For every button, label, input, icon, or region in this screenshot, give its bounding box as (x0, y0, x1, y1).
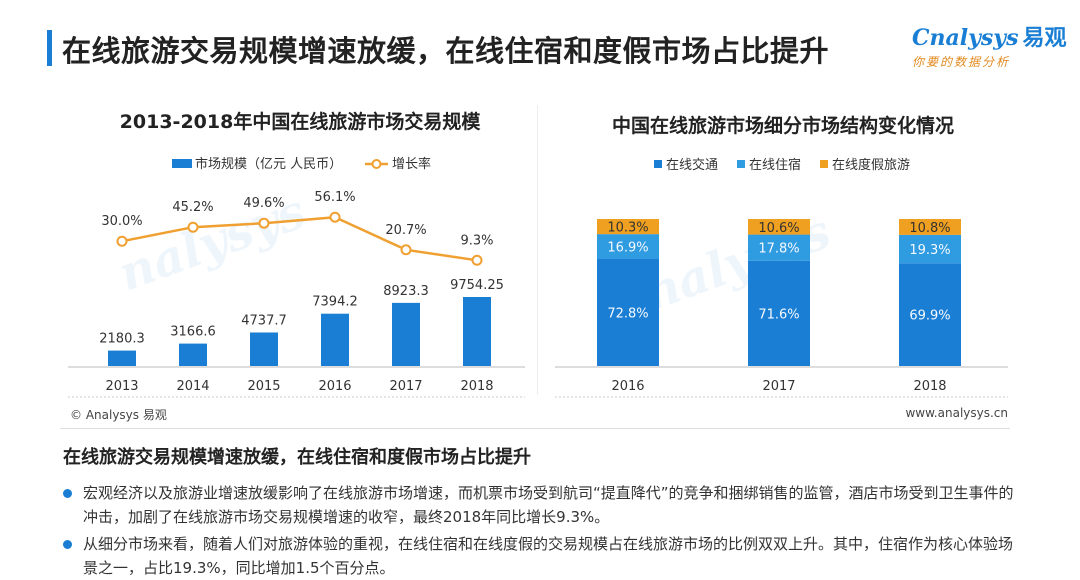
legend-label-1: 在线住宿 (749, 157, 801, 173)
segment-label-2016-0: 72.8% (607, 306, 648, 321)
segment-label-2018-2: 10.8% (909, 221, 950, 236)
segment-label-2017-1: 17.8% (758, 242, 799, 257)
page-title: 在线旅游交易规模增速放缓，在线住宿和度假市场占比提升 (62, 34, 830, 68)
bar-value-label-2018: 9754.25 (450, 278, 504, 293)
segment-label-2018-0: 69.9% (909, 309, 950, 324)
segment-2017-2 (748, 219, 810, 235)
chart1-title: 2013-2018年中国在线旅游市场交易规模 (119, 111, 481, 133)
bar-2014 (179, 343, 207, 366)
segment-2016-1 (597, 234, 659, 259)
legend-bar-swatch (172, 159, 192, 168)
rate-label-2018: 9.3% (460, 233, 493, 248)
segment-2018-1 (899, 234, 961, 264)
x-tick-2017: 2017 (389, 379, 422, 394)
rate-point-2018 (471, 254, 483, 266)
legend-label-2: 在线度假旅游 (832, 157, 910, 173)
bar-value-label-2013: 2180.3 (99, 332, 145, 347)
segment-2018-0 (899, 263, 961, 366)
legend-swatch-1 (737, 160, 745, 168)
brand-logo: Cnalysys 易观 你要的数据分析 (912, 20, 1066, 70)
rate-point-2016 (329, 211, 341, 223)
segment-label-2016-1: 16.9% (607, 241, 648, 256)
bar-2018 (463, 297, 491, 366)
rate-label-2013: 30.0% (101, 214, 142, 229)
bar-value-label-2017: 8923.3 (383, 284, 429, 299)
copyright: © Analysys 易观 (70, 408, 167, 422)
x-tick-2017: 2017 (762, 379, 795, 394)
segment-2018-2 (899, 219, 961, 235)
bar-value-label-2015: 4737.7 (241, 313, 287, 328)
rate-label-2014: 45.2% (172, 200, 213, 215)
logo-cn: 易观 (1022, 26, 1067, 51)
rate-label-2017: 20.7% (385, 223, 426, 238)
rate-label-2015: 49.6% (243, 196, 284, 211)
segment-label-2017-2: 10.6% (758, 221, 799, 236)
segment-label-2017-0: 71.6% (758, 307, 799, 322)
legend-line-label: 增长率 (392, 156, 431, 172)
x-tick-2014: 2014 (176, 379, 209, 394)
rate-label-2016: 56.1% (314, 190, 355, 205)
summary-bullet-1: 宏观经济以及旅游业增速放缓影响了在线旅游市场增速，而机票市场受到航司“提直降代”… (63, 481, 1023, 529)
summary-title: 在线旅游交易规模增速放缓，在线住宿和度假市场占比提升 (63, 447, 531, 468)
legend-line-marker (371, 159, 382, 169)
segment-2016-2 (597, 219, 659, 235)
chart-divider (537, 105, 538, 395)
bar-2016 (321, 313, 349, 366)
segment-2017-0 (748, 260, 810, 366)
logo-slogan: 你要的数据分析 (912, 55, 1011, 69)
bar-2015 (250, 332, 278, 366)
bar-value-label-2014: 3166.6 (170, 325, 216, 340)
rate-point-2015 (258, 217, 270, 229)
website-link[interactable]: www.analysys.cn (905, 406, 1008, 420)
logo-c-glyph: C (912, 25, 930, 51)
legend-swatch-2 (820, 160, 828, 168)
legend-label-0: 在线交通 (666, 157, 718, 173)
growth-rate-line (121, 215, 478, 262)
separator (60, 428, 1010, 429)
bar-value-label-2016: 7394.2 (312, 295, 358, 310)
legend-bar-label: 市场规模（亿元 人民币） (195, 156, 342, 172)
x-tick-2018: 2018 (460, 379, 493, 394)
segment-label-2018-1: 19.3% (909, 243, 950, 258)
segment-2017-1 (748, 234, 810, 261)
x-tick-2018: 2018 (913, 379, 946, 394)
bar-2017 (392, 302, 420, 366)
x-tick-2013: 2013 (105, 379, 138, 394)
legend-swatch-0 (654, 160, 662, 168)
bar-2013 (108, 350, 136, 366)
segment-label-2016-2: 10.3% (607, 221, 648, 236)
segment-2016-0 (597, 258, 659, 366)
summary-bullet-2: 从细分市场来看，随着人们对旅游体验的重视，在线住宿和在线度假的交易规模占在线旅游… (63, 532, 1023, 580)
title-accent-bar (47, 30, 52, 66)
rate-point-2013 (116, 235, 128, 247)
x-tick-2016: 2016 (318, 379, 351, 394)
chart2-title: 中国在线旅游市场细分市场结构变化情况 (611, 115, 954, 137)
x-tick-2016: 2016 (611, 379, 644, 394)
rate-point-2017 (400, 244, 412, 256)
logo-text: nalysys (929, 25, 1019, 51)
rate-point-2014 (187, 221, 199, 233)
x-tick-2015: 2015 (247, 379, 280, 394)
